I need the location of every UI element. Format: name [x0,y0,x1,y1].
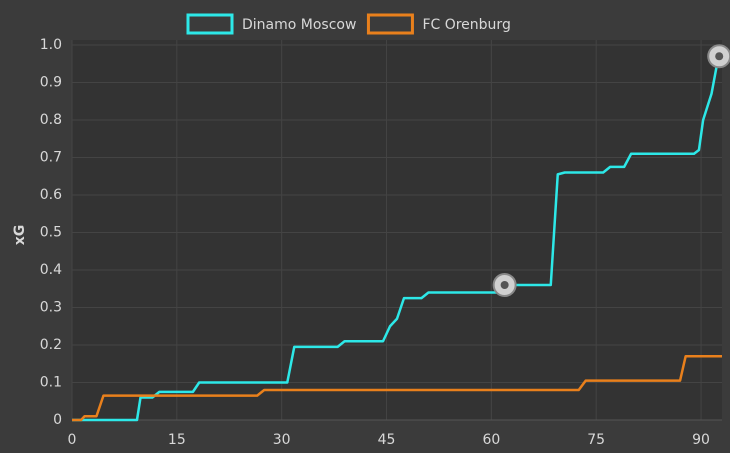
x-tick-label: 90 [692,432,710,448]
y-tick-label: 0.1 [40,375,62,391]
goal-marker-patch [500,281,509,289]
plot-area [72,40,722,420]
x-tick-label: 0 [68,432,77,448]
legend-swatch [366,13,414,35]
y-axis-label: xG [12,225,28,246]
legend-label: FC Orenburg [422,17,510,33]
x-tick-label: 45 [378,432,396,448]
x-tick-label: 15 [168,432,186,448]
y-tick-label: 0.9 [40,75,62,91]
y-tick-label: 0.6 [40,187,62,203]
series-line [72,355,722,422]
legend-swatch [186,13,234,35]
y-tick-label: 0.3 [40,300,62,316]
y-tick-label: 0.7 [40,150,62,166]
y-tick-label: 0.8 [40,112,62,128]
y-tick-label: 0 [53,412,62,428]
goal-marker-patch [715,52,724,61]
y-tick-label: 1.0 [40,37,62,53]
x-tick-label: 60 [482,432,500,448]
y-tick-label: 0.5 [40,225,62,241]
y-tick-label: 0.2 [40,337,62,353]
legend-label: Dinamo Moscow [242,17,356,33]
x-tick-label: 75 [587,432,605,448]
y-tick-label: 0.4 [40,262,62,278]
x-tick-label: 30 [273,432,291,448]
series-line [72,56,720,422]
